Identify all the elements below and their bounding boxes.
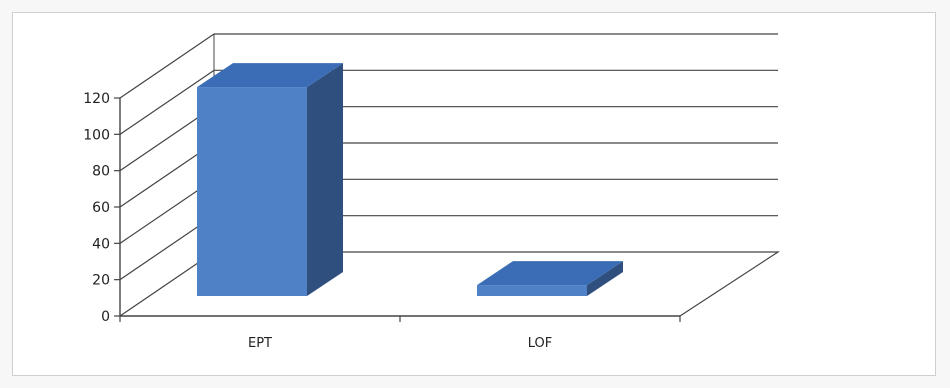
- bar-lof-side: [587, 261, 623, 296]
- floor-outline: [119, 251, 781, 317]
- bar-lof-front: [477, 285, 587, 296]
- y-tick-label-0: 0: [101, 309, 110, 325]
- bar-lof: [477, 261, 623, 296]
- bar-ept: [197, 63, 343, 297]
- x-label-ept: EPT: [248, 336, 272, 351]
- bar-ept-side: [307, 63, 343, 297]
- y-tick-label-80: 80: [92, 164, 110, 180]
- gridline-side-100: [119, 69, 215, 135]
- gridline-side-120: [119, 33, 215, 99]
- bar-ept-front: [197, 87, 307, 296]
- axis-layer: [114, 97, 681, 322]
- bar-lof-top: [477, 261, 623, 286]
- x-label-lof: LOF: [528, 336, 553, 351]
- y-tick-label-100: 100: [83, 127, 110, 143]
- bar-ept-top: [197, 63, 343, 88]
- y-tick-label-120: 120: [83, 91, 110, 107]
- label-layer: 0 20 40 60 80 100 120 EPT LOF: [83, 91, 552, 351]
- y-tick-label-20: 20: [92, 273, 110, 289]
- y-tick-label-60: 60: [92, 200, 110, 216]
- bar-layer: [197, 63, 623, 297]
- y-tick-label-40: 40: [92, 236, 110, 252]
